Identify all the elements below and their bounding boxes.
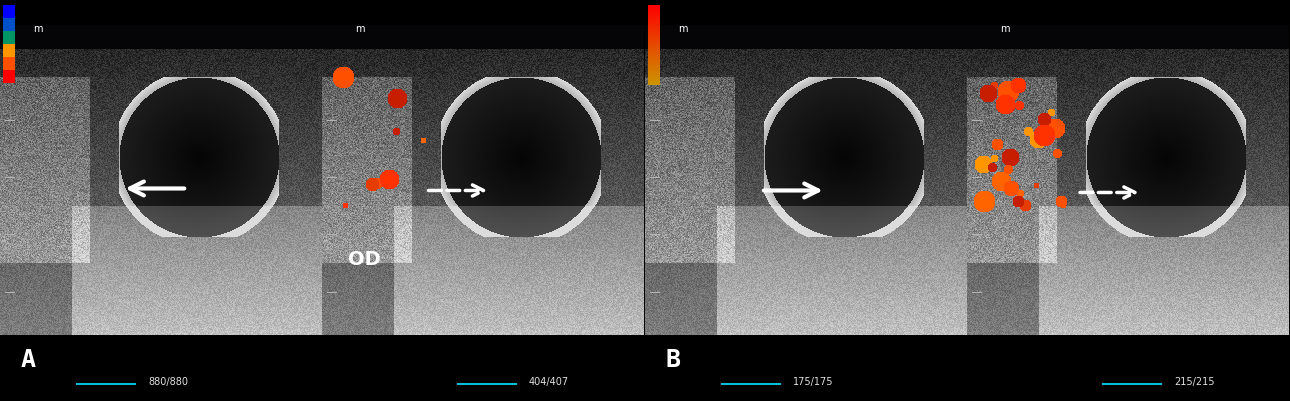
Text: B: B bbox=[666, 348, 681, 372]
Text: m: m bbox=[679, 24, 688, 34]
Text: m: m bbox=[34, 24, 43, 34]
Text: OD: OD bbox=[348, 250, 381, 269]
Text: 215/215: 215/215 bbox=[1174, 377, 1214, 387]
Text: m: m bbox=[1000, 24, 1009, 34]
Text: 175/175: 175/175 bbox=[793, 377, 833, 387]
Text: 880/880: 880/880 bbox=[148, 377, 188, 387]
Text: m: m bbox=[355, 24, 364, 34]
Text: 404/407: 404/407 bbox=[529, 377, 569, 387]
Text: A: A bbox=[21, 348, 36, 372]
